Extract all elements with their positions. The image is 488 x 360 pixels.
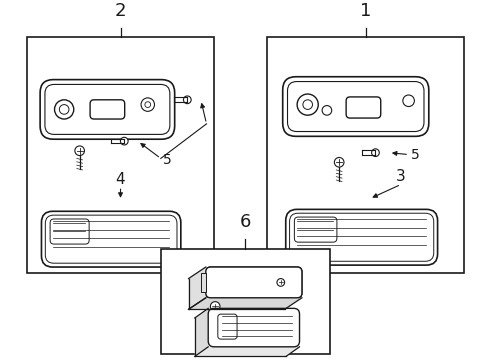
FancyBboxPatch shape [208,309,299,347]
Circle shape [210,302,220,311]
Circle shape [183,96,191,104]
Circle shape [334,157,343,167]
Circle shape [322,105,331,115]
Bar [201,273,205,292]
FancyBboxPatch shape [90,100,124,119]
Polygon shape [188,267,205,309]
FancyBboxPatch shape [205,267,301,298]
FancyBboxPatch shape [40,80,174,139]
Bar [266,37,463,273]
FancyBboxPatch shape [289,213,433,261]
Circle shape [141,98,154,111]
FancyBboxPatch shape [282,77,428,136]
Circle shape [120,137,128,145]
Bar [161,249,329,355]
Text: 1: 1 [359,2,370,20]
Polygon shape [194,347,299,356]
Text: 4: 4 [116,172,125,187]
Circle shape [402,95,413,107]
Text: 5: 5 [410,148,419,162]
Text: 2: 2 [115,2,126,20]
Circle shape [297,94,318,115]
FancyBboxPatch shape [294,217,336,242]
FancyBboxPatch shape [45,215,177,263]
Text: 6: 6 [239,213,251,231]
Polygon shape [194,309,208,356]
Circle shape [144,102,150,108]
FancyBboxPatch shape [346,97,380,118]
Polygon shape [188,298,301,309]
FancyBboxPatch shape [217,314,237,339]
FancyBboxPatch shape [45,85,169,134]
Text: 5: 5 [163,153,171,167]
Bar [27,37,214,273]
FancyBboxPatch shape [50,219,89,244]
Circle shape [276,279,284,286]
FancyBboxPatch shape [287,82,423,131]
FancyBboxPatch shape [41,211,181,267]
Text: 3: 3 [395,169,405,184]
Circle shape [75,146,84,156]
FancyBboxPatch shape [205,267,301,298]
Circle shape [55,100,74,119]
Circle shape [371,149,379,157]
Circle shape [59,105,69,114]
Circle shape [302,100,312,109]
FancyBboxPatch shape [285,210,437,265]
